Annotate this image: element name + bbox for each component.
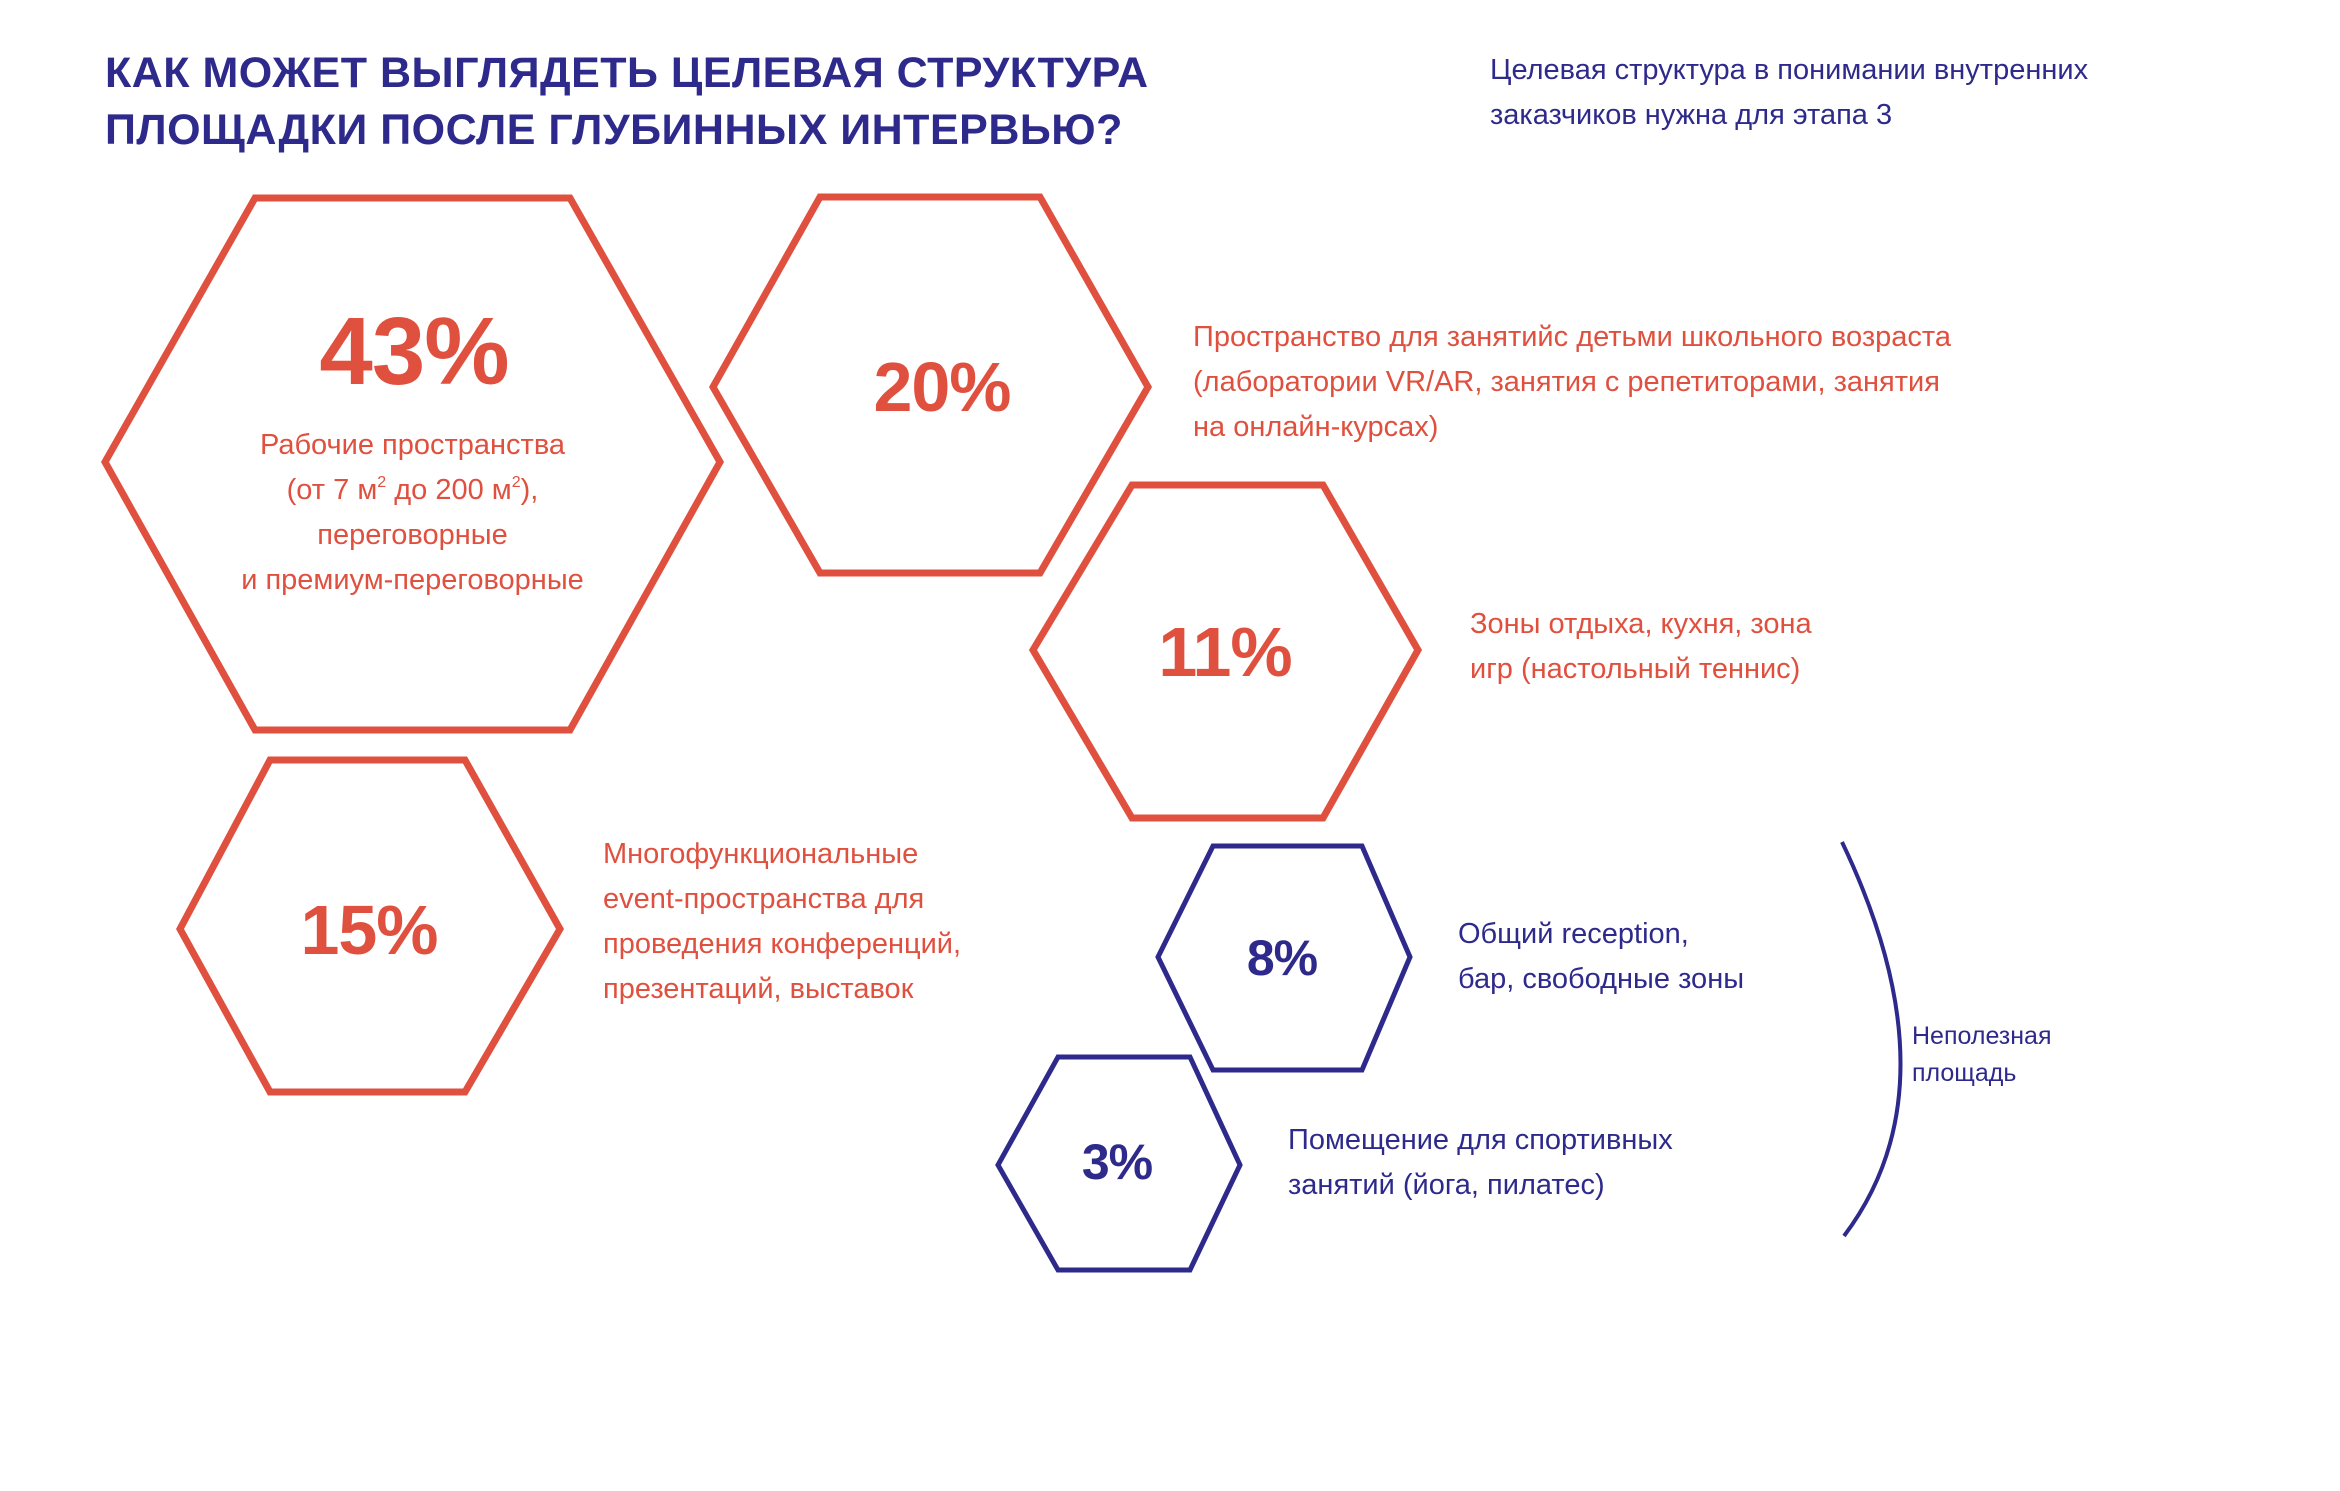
bracket-note: Неполезная площадь xyxy=(1912,1022,2052,1087)
label-8: Общий reception, бар, свободные зоны xyxy=(1458,918,1745,995)
percent-43: 43% xyxy=(319,298,509,405)
label-11: Зоны отдыха, кухня, зона игр (настольный… xyxy=(1470,608,1812,685)
percent-20: 20% xyxy=(873,348,1011,426)
page-subtitle: Целевая структура в понимании внутренних… xyxy=(1490,54,2089,131)
label-20: Пространство для занятийс детьми школьно… xyxy=(1193,321,1951,443)
percent-15: 15% xyxy=(300,891,438,969)
percent-8: 8% xyxy=(1246,930,1318,986)
label-3: Помещение для спортивных занятий (йога, … xyxy=(1288,1124,1673,1201)
label-15: Многофункциональные event-пространства д… xyxy=(603,838,962,1005)
hexagon-43 xyxy=(100,194,725,734)
hexagon-15 xyxy=(176,756,565,1096)
label-43: Рабочие пространства (от 7 м2 до 200 м2)… xyxy=(241,429,584,596)
bracket-arc xyxy=(1840,841,1903,1238)
page-title: КАК МОЖЕТ ВЫГЛЯДЕТЬ ЦЕЛЕВАЯ СТРУКТУРА ПЛ… xyxy=(105,49,1149,154)
hexagon-3 xyxy=(995,1054,1243,1273)
percent-11: 11% xyxy=(1158,613,1292,691)
hexagon-8 xyxy=(1155,843,1413,1073)
hexagon-11 xyxy=(1028,481,1423,822)
percent-3: 3% xyxy=(1081,1134,1153,1190)
hexagon-20 xyxy=(708,193,1153,577)
